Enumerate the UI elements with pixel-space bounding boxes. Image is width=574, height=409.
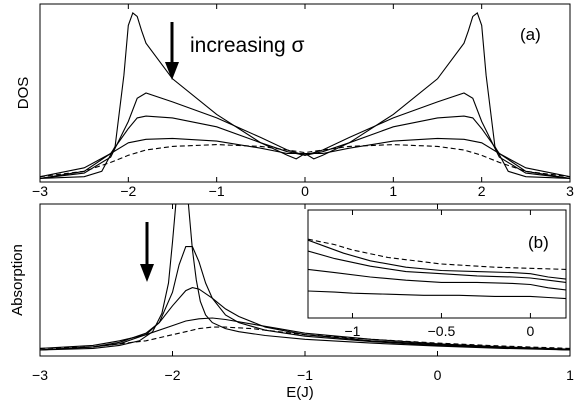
a-xtick-label: 1 xyxy=(389,183,397,199)
b-series-2 xyxy=(40,287,570,351)
panel-a-ylabel: DOS xyxy=(15,77,32,110)
panel-b-label: (b) xyxy=(528,233,549,252)
b-series-0 xyxy=(40,204,570,351)
b-inset-xtick-label: 0 xyxy=(527,323,535,339)
b-inset-series-0 xyxy=(308,238,566,270)
b-inset-xtick-label: −1 xyxy=(344,323,360,339)
panel-b-series xyxy=(40,204,570,351)
b-inset-series-3 xyxy=(308,268,566,291)
b-inset-series-1 xyxy=(308,239,566,280)
a-series-3 xyxy=(40,137,570,178)
a-xtick-label: −3 xyxy=(32,183,48,199)
b-series-1 xyxy=(40,246,570,351)
increasing-sigma-arrow xyxy=(165,22,179,80)
panel-b-x-ticks: −3 −2 −1 0 1 xyxy=(32,204,574,383)
inset-x-ticks: −1 −0.5 0 xyxy=(344,210,535,339)
b-inset-series-2 xyxy=(308,250,566,283)
panel-b-ylabel: Absorption xyxy=(9,244,26,316)
a-series-4 xyxy=(40,144,570,178)
inset-series xyxy=(308,238,566,300)
panel-b-inset: −1 −0.5 0 (b) xyxy=(307,209,567,339)
b-xtick-label: −1 xyxy=(297,367,313,383)
annotation-increasing-sigma: increasing σ xyxy=(190,34,305,57)
b-xtick-label: 1 xyxy=(566,367,574,383)
a-series-2 xyxy=(40,115,570,179)
b-inset-xtick-label: −0.5 xyxy=(428,323,456,339)
panel-a-x-ticks: −3 −2 −1 0 1 2 3 xyxy=(32,4,574,199)
a-xtick-label: −2 xyxy=(120,183,136,199)
decreasing-peak-arrow xyxy=(140,222,154,282)
panel-a: −3 −2 −1 0 1 2 3 (a) DOS increasing σ xyxy=(15,3,574,199)
a-series-1 xyxy=(40,92,570,179)
panel-a-label: (a) xyxy=(520,25,541,44)
a-xtick-label: 0 xyxy=(301,183,309,199)
b-series-3 xyxy=(40,317,570,350)
a-xtick-label: −1 xyxy=(209,183,225,199)
b-inset-series-4 xyxy=(308,290,566,300)
a-xtick-label: 3 xyxy=(566,183,574,199)
panel-b-xlabel: E(J) xyxy=(286,384,314,401)
b-xtick-label: 0 xyxy=(434,367,442,383)
panel-a-series xyxy=(40,11,570,179)
b-series-4 xyxy=(40,326,570,349)
a-xtick-label: 2 xyxy=(478,183,486,199)
b-xtick-label: −2 xyxy=(165,367,181,383)
panel-b: −3 −2 −1 0 1 Absorption E(J) xyxy=(9,203,574,401)
b-xtick-label: −3 xyxy=(32,367,48,383)
